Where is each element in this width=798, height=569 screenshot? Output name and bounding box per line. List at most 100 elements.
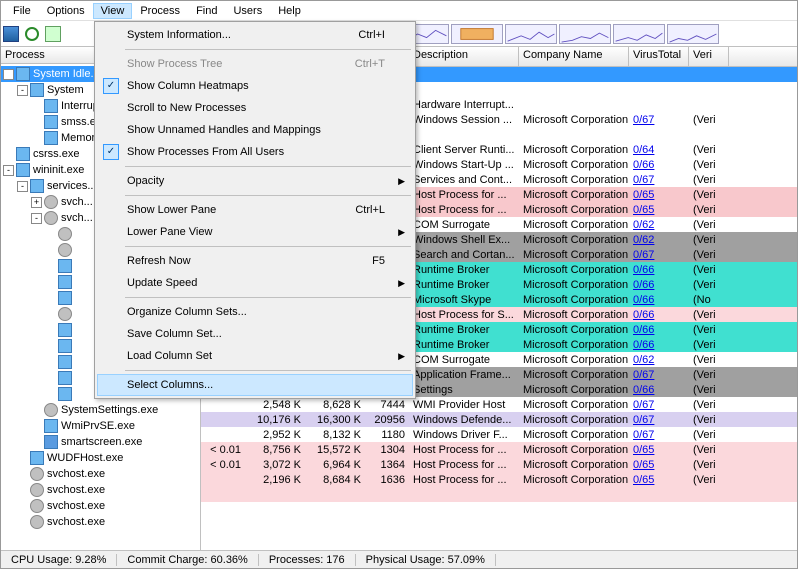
refresh-icon[interactable] xyxy=(25,27,39,41)
column-header[interactable]: Description xyxy=(409,47,519,66)
virustotal-link[interactable]: 0/67 xyxy=(633,174,654,186)
menu-item-show-lower-pane[interactable]: Show Lower PaneCtrl+L xyxy=(97,199,413,221)
cell: (Veri xyxy=(689,429,729,441)
virustotal-link[interactable]: 0/65 xyxy=(633,189,654,201)
sparkline-commit[interactable] xyxy=(451,24,503,44)
menu-item-refresh-now[interactable]: Refresh NowF5 xyxy=(97,250,413,272)
cell: 0/67 xyxy=(629,114,689,126)
menu-help[interactable]: Help xyxy=(270,3,309,19)
virustotal-link[interactable]: 0/67 xyxy=(633,114,654,126)
virustotal-link[interactable]: 0/67 xyxy=(633,429,654,441)
tree-label: WUDFHost.exe xyxy=(47,452,123,464)
tree-toggle-icon[interactable]: - xyxy=(3,165,14,176)
save-icon[interactable] xyxy=(3,26,19,42)
virustotal-link[interactable]: 0/66 xyxy=(633,309,654,321)
cell: Microsoft Corporation xyxy=(519,219,629,231)
tree-row[interactable]: SystemSettings.exe xyxy=(1,402,200,418)
menu-view[interactable]: View xyxy=(93,3,133,19)
menu-item-opacity[interactable]: Opacity▶ xyxy=(97,170,413,192)
menu-item-system-information[interactable]: System Information...Ctrl+I xyxy=(97,24,413,46)
table-row[interactable]: < 0.018,756 K15,572 K1304Host Process fo… xyxy=(201,442,797,457)
column-header[interactable]: VirusTotal xyxy=(629,47,689,66)
tree-row[interactable]: svchost.exe xyxy=(1,466,200,482)
tree-row[interactable]: svchost.exe xyxy=(1,498,200,514)
virustotal-link[interactable]: 0/66 xyxy=(633,339,654,351)
tree-toggle-icon[interactable]: - xyxy=(31,213,42,224)
virustotal-link[interactable]: 0/65 xyxy=(633,474,654,486)
virustotal-link[interactable]: 0/65 xyxy=(633,444,654,456)
cell: 0/66 xyxy=(629,384,689,396)
cell: 0/65 xyxy=(629,444,689,456)
menu-file[interactable]: File xyxy=(5,3,39,19)
sparkline-disk[interactable] xyxy=(613,24,665,44)
menu-item-show-processes-from-all-users[interactable]: ✓Show Processes From All Users xyxy=(97,141,413,163)
sparkline-group xyxy=(397,24,719,44)
menu-item-update-speed[interactable]: Update Speed▶ xyxy=(97,272,413,294)
virustotal-link[interactable]: 0/67 xyxy=(633,369,654,381)
virustotal-link[interactable]: 0/64 xyxy=(633,144,654,156)
virustotal-link[interactable]: 0/66 xyxy=(633,384,654,396)
virustotal-link[interactable]: 0/65 xyxy=(633,459,654,471)
gear-icon xyxy=(30,499,44,513)
tree-toggle-icon[interactable]: - xyxy=(3,69,14,80)
menu-item-select-columns[interactable]: Select Columns... xyxy=(97,374,413,396)
virustotal-link[interactable]: 0/66 xyxy=(633,279,654,291)
virustotal-link[interactable]: 0/66 xyxy=(633,159,654,171)
tree-row[interactable]: smartscreen.exe xyxy=(1,434,200,450)
tree-toggle-icon[interactable]: + xyxy=(31,197,42,208)
cell: < 0.01 xyxy=(201,459,245,471)
menu-item-label: System Information... xyxy=(127,29,231,41)
menu-item-lower-pane-view[interactable]: Lower Pane View▶ xyxy=(97,221,413,243)
tree-row[interactable]: svchost.exe xyxy=(1,514,200,530)
virustotal-link[interactable]: 0/67 xyxy=(633,414,654,426)
menu-options[interactable]: Options xyxy=(39,3,93,19)
sparkline-gpu[interactable] xyxy=(667,24,719,44)
table-row[interactable]: 10,176 K16,300 K20956Windows Defende...M… xyxy=(201,412,797,427)
virustotal-link[interactable]: 0/66 xyxy=(633,324,654,336)
menu-item-save-column-set[interactable]: Save Column Set... xyxy=(97,323,413,345)
table-row[interactable]: < 0.013,072 K6,964 K1364Host Process for… xyxy=(201,457,797,472)
cell: Runtime Broker xyxy=(409,279,519,291)
menu-item-scroll-to-new-processes[interactable]: Scroll to New Processes xyxy=(97,97,413,119)
menu-item-show-unnamed-handles-and-mappings[interactable]: Show Unnamed Handles and Mappings xyxy=(97,119,413,141)
menu-item-organize-column-sets[interactable]: Organize Column Sets... xyxy=(97,301,413,323)
tree-label: smartscreen.exe xyxy=(61,436,142,448)
table-row[interactable] xyxy=(201,487,797,502)
menu-find[interactable]: Find xyxy=(188,3,225,19)
menu-item-label: Opacity xyxy=(127,175,164,187)
virustotal-link[interactable]: 0/62 xyxy=(633,234,654,246)
table-row[interactable]: 2,196 K8,684 K1636Host Process for ...Mi… xyxy=(201,472,797,487)
virustotal-link[interactable]: 0/65 xyxy=(633,204,654,216)
virustotal-link[interactable]: 0/67 xyxy=(633,249,654,261)
cell: Microsoft Corporation xyxy=(519,264,629,276)
column-header[interactable]: Company Name xyxy=(519,47,629,66)
tree-row[interactable]: WmiPrvSE.exe xyxy=(1,418,200,434)
virustotal-link[interactable]: 0/66 xyxy=(633,294,654,306)
virustotal-link[interactable]: 0/67 xyxy=(633,399,654,411)
sparkline-net[interactable] xyxy=(559,24,611,44)
tree-toggle-icon[interactable]: - xyxy=(17,85,28,96)
virustotal-link[interactable]: 0/62 xyxy=(633,219,654,231)
cell: 2,952 K xyxy=(245,429,305,441)
menu-item-label: Show Column Heatmaps xyxy=(127,80,249,92)
cell: 0/67 xyxy=(629,399,689,411)
table-row[interactable]: 2,952 K8,132 K1180Windows Driver F...Mic… xyxy=(201,427,797,442)
cell: Settings xyxy=(409,384,519,396)
menu-process[interactable]: Process xyxy=(132,3,188,19)
virustotal-link[interactable]: 0/62 xyxy=(633,354,654,366)
menu-users[interactable]: Users xyxy=(225,3,270,19)
table-row[interactable]: 2,548 K8,628 K7444WMI Provider HostMicro… xyxy=(201,397,797,412)
cell: Host Process for ... xyxy=(409,444,519,456)
virustotal-link[interactable]: 0/66 xyxy=(633,264,654,276)
cell: (Veri xyxy=(689,279,729,291)
tree-toggle-icon[interactable]: - xyxy=(17,181,28,192)
cell: 2,196 K xyxy=(245,474,305,486)
tree-row[interactable]: svchost.exe xyxy=(1,482,200,498)
sparkline-io[interactable] xyxy=(505,24,557,44)
tree-icon[interactable] xyxy=(45,26,61,42)
cell: Microsoft Corporation xyxy=(519,114,629,126)
menu-item-load-column-set[interactable]: Load Column Set▶ xyxy=(97,345,413,367)
tree-row[interactable]: WUDFHost.exe xyxy=(1,450,200,466)
column-header[interactable]: Veri xyxy=(689,47,729,66)
menu-item-show-column-heatmaps[interactable]: ✓Show Column Heatmaps xyxy=(97,75,413,97)
